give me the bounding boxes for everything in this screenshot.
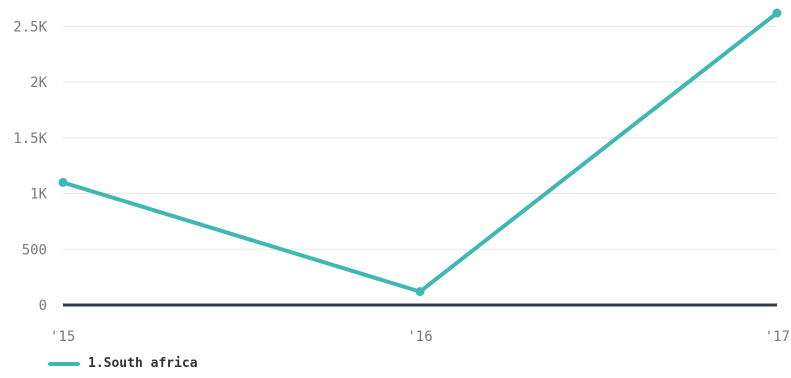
legend-swatch [48, 361, 80, 366]
y-tick-label: 1K [30, 187, 47, 203]
gridlines [63, 25, 777, 307]
x-axis-ticks: '15 '16 '17 [50, 329, 790, 345]
series-layer [58, 8, 782, 297]
y-tick-label: 2.5K [13, 19, 47, 35]
x-tick-label: '15 [50, 329, 75, 345]
y-tick-label: 0 [39, 298, 47, 314]
y-tick-label: 1.5K [13, 131, 47, 147]
legend: 1.South africa [48, 356, 198, 371]
data-point[interactable] [58, 177, 68, 187]
data-point[interactable] [415, 287, 425, 297]
y-tick-label: 500 [22, 242, 47, 258]
y-axis-ticks: 0 500 1K 1.5K 2K 2.5K [13, 19, 47, 314]
data-point[interactable] [772, 8, 782, 18]
legend-label-south-africa: 1.South africa [88, 356, 198, 371]
x-tick-label: '17 [765, 329, 790, 345]
series-line [61, 11, 779, 294]
y-tick-label: 2K [30, 75, 47, 91]
x-tick-label: '16 [407, 329, 432, 345]
